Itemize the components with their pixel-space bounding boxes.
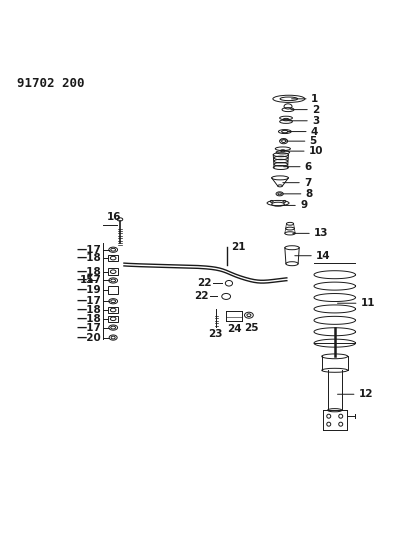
Text: 13: 13	[313, 228, 328, 238]
Text: —17: —17	[76, 322, 101, 333]
Text: 10: 10	[308, 146, 322, 156]
Text: 4: 4	[310, 126, 317, 136]
Text: —17: —17	[76, 245, 101, 255]
Text: 12: 12	[358, 389, 372, 399]
Text: —19: —19	[76, 286, 101, 295]
Bar	[108, 286, 117, 294]
Text: 22: 22	[197, 278, 211, 288]
Text: 3: 3	[311, 116, 318, 126]
Text: 11: 11	[360, 298, 374, 308]
Text: 8: 8	[305, 189, 312, 199]
Bar	[108, 255, 117, 261]
Bar	[108, 316, 117, 322]
Bar	[108, 307, 117, 313]
Text: —17: —17	[76, 296, 101, 306]
Text: 6: 6	[304, 161, 311, 172]
Text: —18: —18	[76, 305, 101, 315]
Text: 15: 15	[80, 276, 94, 286]
Text: 21: 21	[230, 241, 245, 252]
Text: —18: —18	[76, 266, 101, 277]
Text: 16: 16	[107, 212, 122, 222]
Text: 9: 9	[299, 200, 306, 211]
Bar	[108, 269, 117, 275]
Text: 91702 200: 91702 200	[17, 77, 85, 90]
Text: —20: —20	[76, 333, 101, 343]
Text: 22: 22	[194, 292, 209, 302]
Text: 23: 23	[207, 329, 222, 339]
Text: 25: 25	[243, 323, 257, 333]
Text: —18: —18	[76, 314, 101, 324]
Text: 14: 14	[315, 251, 330, 261]
Text: 7: 7	[303, 177, 311, 188]
Text: 2: 2	[311, 104, 318, 115]
Text: 5: 5	[309, 136, 316, 146]
Text: —18: —18	[76, 253, 101, 263]
Text: 1: 1	[310, 94, 317, 104]
Text: 24: 24	[226, 324, 241, 334]
Text: —17: —17	[76, 276, 101, 286]
